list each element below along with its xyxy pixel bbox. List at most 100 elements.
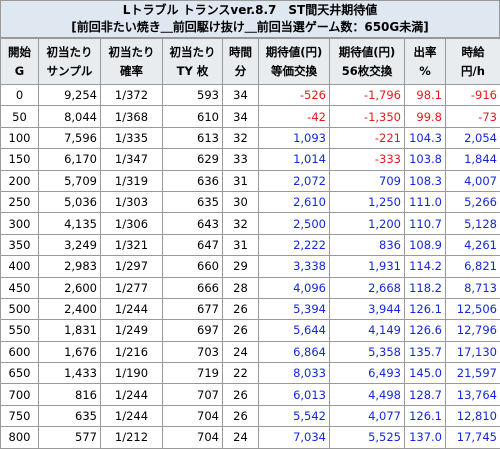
- cell: 104.3: [405, 127, 446, 148]
- cell: 17,130: [446, 341, 500, 362]
- cell: 200: [1, 170, 39, 191]
- cell: 3,338: [259, 256, 330, 277]
- cell: 550: [1, 320, 39, 341]
- cell: 1/249: [101, 320, 163, 341]
- cell: 1/306: [101, 213, 163, 234]
- cell: 1/372: [101, 85, 163, 106]
- cell: 34: [223, 85, 259, 106]
- cell: 2,600: [39, 277, 101, 298]
- cell: 1/335: [101, 127, 163, 148]
- cell: 8,033: [259, 363, 330, 384]
- cell: 5,358: [330, 341, 405, 362]
- cell: -333: [330, 149, 405, 170]
- cell: 1/368: [101, 106, 163, 127]
- cell: 1,433: [39, 363, 101, 384]
- cell: 1/212: [101, 427, 163, 448]
- cell: 600: [1, 341, 39, 362]
- cell: 8,713: [446, 277, 500, 298]
- cell: 709: [330, 170, 405, 191]
- cell: 1/277: [101, 277, 163, 298]
- header-line: TY 枚: [166, 62, 219, 81]
- header-line: 初当たり: [42, 43, 97, 62]
- cell: -1,350: [330, 106, 405, 127]
- cell: 126.1: [405, 298, 446, 319]
- header: Lトラブル トランスver.8.7 ST間天井期待値 [前回非たい焼き＿前回駆け…: [0, 0, 500, 38]
- cell: 0: [1, 85, 39, 106]
- cell: 836: [330, 234, 405, 255]
- cell: 31: [223, 170, 259, 191]
- cell: 26: [223, 384, 259, 405]
- header-line: 56枚交換: [333, 62, 401, 81]
- cell: 118.2: [405, 277, 446, 298]
- cell: 12,810: [446, 405, 500, 426]
- cell: 800: [1, 427, 39, 448]
- cell: 300: [1, 213, 39, 234]
- cell: 697: [163, 320, 223, 341]
- column-header: 出率%: [405, 39, 446, 85]
- cell: 650: [1, 363, 39, 384]
- cell: 4,077: [330, 405, 405, 426]
- cell: 99.8: [405, 106, 446, 127]
- cell: 2,610: [259, 191, 330, 212]
- cell: 17,745: [446, 427, 500, 448]
- cell: 703: [163, 341, 223, 362]
- cell: 1/321: [101, 234, 163, 255]
- column-header: 期待値(円)等価交換: [259, 39, 330, 85]
- cell: 750: [1, 405, 39, 426]
- cell: 32: [223, 213, 259, 234]
- cell: 5,525: [330, 427, 405, 448]
- cell: 28: [223, 277, 259, 298]
- cell: 13,764: [446, 384, 500, 405]
- cell: 700: [1, 384, 39, 405]
- cell: 400: [1, 256, 39, 277]
- header-line: G: [4, 62, 35, 81]
- cell: -1,796: [330, 85, 405, 106]
- cell: 137.0: [405, 427, 446, 448]
- cell: 8,044: [39, 106, 101, 127]
- cell: 1/244: [101, 384, 163, 405]
- header-line: %: [408, 62, 442, 81]
- cell: 128.7: [405, 384, 446, 405]
- cell: 250: [1, 191, 39, 212]
- cell: 12,506: [446, 298, 500, 319]
- cell: 643: [163, 213, 223, 234]
- cell: -42: [259, 106, 330, 127]
- cell: 126.6: [405, 320, 446, 341]
- cell: 4,498: [330, 384, 405, 405]
- cell: 6,170: [39, 149, 101, 170]
- cell: -526: [259, 85, 330, 106]
- cell: 108.9: [405, 234, 446, 255]
- cell: 98.1: [405, 85, 446, 106]
- cell: 7,596: [39, 127, 101, 148]
- cell: 4,135: [39, 213, 101, 234]
- cell: 2,500: [259, 213, 330, 234]
- cell: 4,261: [446, 234, 500, 255]
- subtitle: [前回非たい焼き＿前回駆け抜け＿前回当選ゲーム数：650G未満]: [1, 19, 499, 36]
- header-line: 確率: [104, 62, 159, 81]
- cell: 1,014: [259, 149, 330, 170]
- header-line: サンプル: [42, 62, 97, 81]
- cell: 5,266: [446, 191, 500, 212]
- cell: 666: [163, 277, 223, 298]
- cell: 1,093: [259, 127, 330, 148]
- cell: 6,013: [259, 384, 330, 405]
- cell: 593: [163, 85, 223, 106]
- cell: 135.7: [405, 341, 446, 362]
- header-line: 期待値(円): [333, 43, 401, 62]
- cell: 5,036: [39, 191, 101, 212]
- cell: 50: [1, 106, 39, 127]
- cell: 450: [1, 277, 39, 298]
- cell: 29: [223, 256, 259, 277]
- cell: -73: [446, 106, 500, 127]
- cell: 6,864: [259, 341, 330, 362]
- cell: 2,400: [39, 298, 101, 319]
